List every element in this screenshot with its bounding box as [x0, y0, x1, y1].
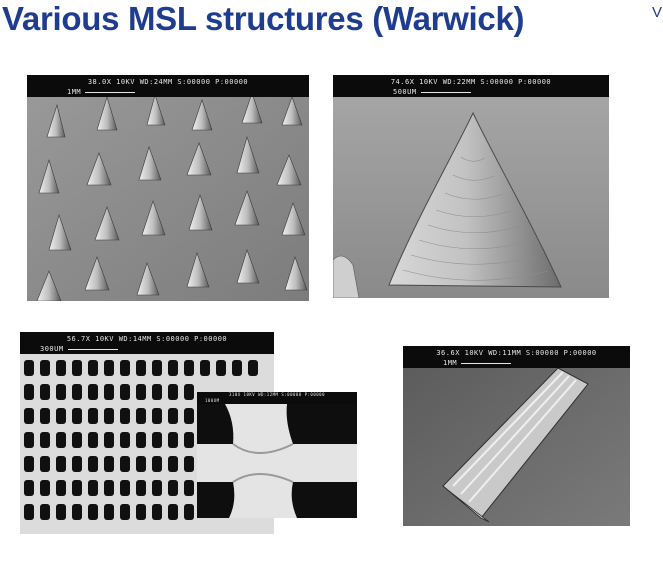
corner-text: V	[652, 4, 663, 21]
sem-inset-readout: 310X 10KV WD:12MM S:00000 P:00000 100UM	[197, 392, 357, 404]
single-cone-figure	[333, 75, 609, 298]
sem-readout: 36.6X 10KV WD:11MM S:00000 P:00000 1MM	[403, 346, 630, 368]
sem-image-single-cone: 74.6X 10KV WD:22MM S:00000 P:00000 500UM	[333, 75, 609, 298]
slide-title: Various MSL structures (Warwick)	[2, 0, 525, 37]
ridged-bar-figure	[403, 346, 630, 526]
sem-inset-mesh-zoom: 310X 10KV WD:12MM S:00000 P:00000 100UM	[197, 392, 357, 518]
sem-readout: 56.7X 10KV WD:14MM S:00000 P:00000 300UM	[20, 332, 274, 354]
sem-image-cone-array: 38.0X 10KV WD:24MM S:00000 P:00000 1MM	[27, 75, 309, 301]
mesh-zoom-figure	[197, 392, 357, 518]
sem-readout: 38.0X 10KV WD:24MM S:00000 P:00000 1MM	[27, 75, 309, 97]
sem-readout: 74.6X 10KV WD:22MM S:00000 P:00000 500UM	[333, 75, 609, 97]
cone-array-figure	[27, 75, 309, 301]
sem-image-ridged-bar: 36.6X 10KV WD:11MM S:00000 P:00000 1MM	[403, 346, 630, 526]
